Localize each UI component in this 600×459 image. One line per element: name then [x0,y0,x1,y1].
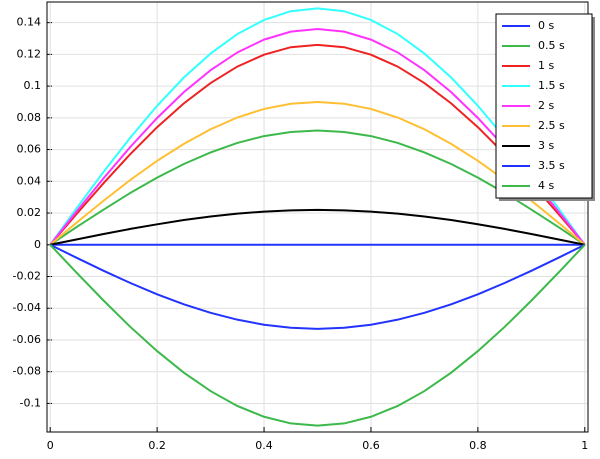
y-tick-label: 0.08 [17,111,42,124]
x-tick-label: 0.6 [362,439,380,452]
y-tick-label: -0.08 [13,365,41,378]
y-tick-label: 0.06 [17,143,42,156]
y-tick-label: -0.06 [13,333,41,346]
legend-label: 0.5 s [538,39,565,52]
y-tick-label: 0.14 [17,16,42,29]
y-tick-label: 0.04 [17,174,42,187]
legend-label: 0 s [538,19,554,32]
plot-frame [46,1,589,433]
legend-label: 3 s [538,139,554,152]
x-tick-label: 0.4 [255,439,273,452]
line-series [49,243,586,330]
y-tick-label: 0.02 [17,206,42,219]
y-tick-label: -0.02 [13,270,41,283]
legend-label: 2.5 s [538,119,565,132]
legend-label: 1 s [538,59,554,72]
line-series [49,244,586,427]
x-tick-label: 0.8 [469,439,487,452]
legend-label: 2 s [538,99,554,112]
line-series [50,208,585,246]
y-tick-label: 0.12 [17,47,42,60]
legend-label: 4 s [538,179,554,192]
x-tick-label: 0 [47,439,54,452]
y-tick-label: 0 [34,238,41,251]
x-tick-label: 0.2 [148,439,166,452]
y-tick-label: -0.04 [13,301,41,314]
y-tick-label: -0.1 [20,396,41,409]
legend-label: 3.5 s [538,159,565,172]
legend-label: 1.5 s [538,79,565,92]
x-tick-label: 1 [581,439,588,452]
y-tick-label: 0.1 [24,79,42,92]
